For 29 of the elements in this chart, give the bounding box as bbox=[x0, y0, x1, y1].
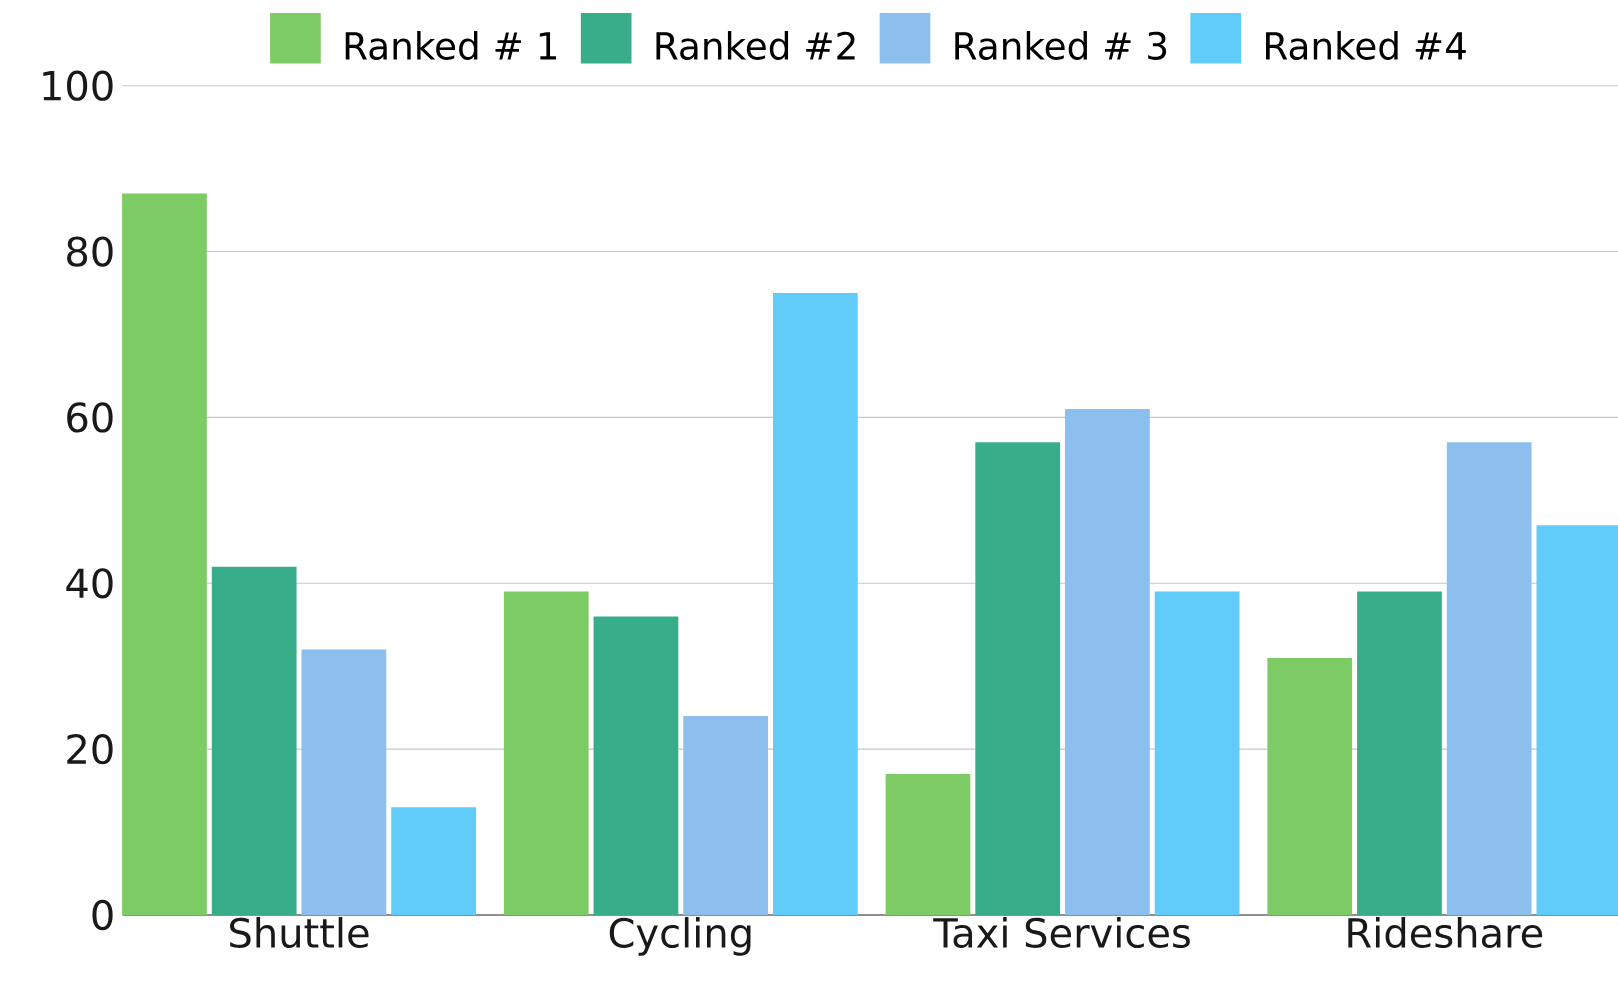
bar bbox=[1154, 591, 1240, 915]
bar bbox=[1065, 409, 1150, 915]
bar bbox=[975, 442, 1061, 915]
x-tick-label: Taxi Services bbox=[933, 917, 1190, 948]
bar bbox=[773, 293, 858, 915]
y-tick-label: 40 bbox=[66, 568, 113, 599]
legend-label: Ranked #4 bbox=[1266, 31, 1466, 60]
y-tick-label: 20 bbox=[67, 734, 113, 765]
bar bbox=[1446, 442, 1532, 915]
bar bbox=[885, 774, 971, 915]
y-tick-label: 100 bbox=[43, 70, 113, 101]
y-tick-label: 60 bbox=[67, 402, 113, 433]
legend-label: Ranked #2 bbox=[656, 31, 855, 60]
bar bbox=[122, 193, 207, 915]
bar bbox=[301, 649, 387, 915]
bar bbox=[391, 807, 476, 915]
legend-label: Ranked # 3 bbox=[955, 31, 1167, 60]
x-tick-label: Shuttle bbox=[230, 917, 369, 948]
y-tick-label: 80 bbox=[67, 236, 113, 267]
bar bbox=[1267, 657, 1353, 915]
legend-label: Ranked # 1 bbox=[345, 31, 557, 60]
bar bbox=[211, 566, 297, 915]
bar bbox=[593, 616, 679, 915]
bar bbox=[503, 591, 589, 915]
x-tick-label: Cycling bbox=[609, 917, 751, 956]
y-tick-label: 0 bbox=[92, 899, 113, 931]
bar bbox=[1357, 591, 1442, 915]
bar bbox=[683, 715, 769, 915]
x-tick-label: Rideshare bbox=[1348, 917, 1543, 948]
